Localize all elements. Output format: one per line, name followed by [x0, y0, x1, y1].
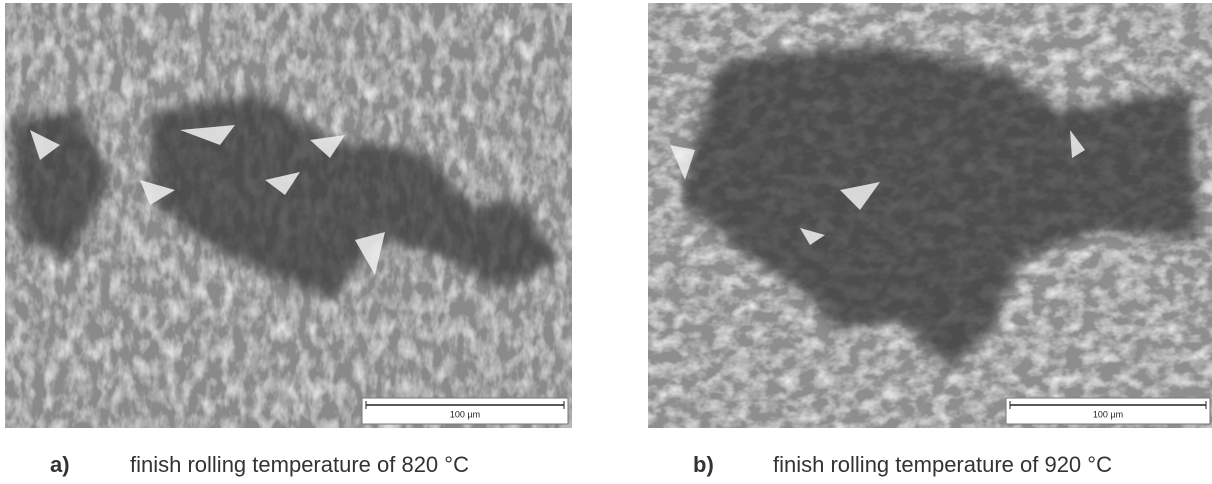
micrograph-b: 100 µm [648, 3, 1212, 428]
panel-caption: finish rolling temperature of 820 °C [130, 452, 469, 477]
scale-bar-label: 100 µm [1093, 409, 1123, 419]
panel-caption: finish rolling temperature of 920 °C [773, 452, 1112, 477]
panel-label: a) [50, 452, 70, 477]
panel-label: b) [693, 452, 714, 477]
micrograph-a: 100 µm [5, 3, 572, 428]
scale-bar-label: 100 µm [450, 409, 480, 419]
figure: 100 µm 100 µm a) finish rolling temperat… [0, 0, 1212, 484]
